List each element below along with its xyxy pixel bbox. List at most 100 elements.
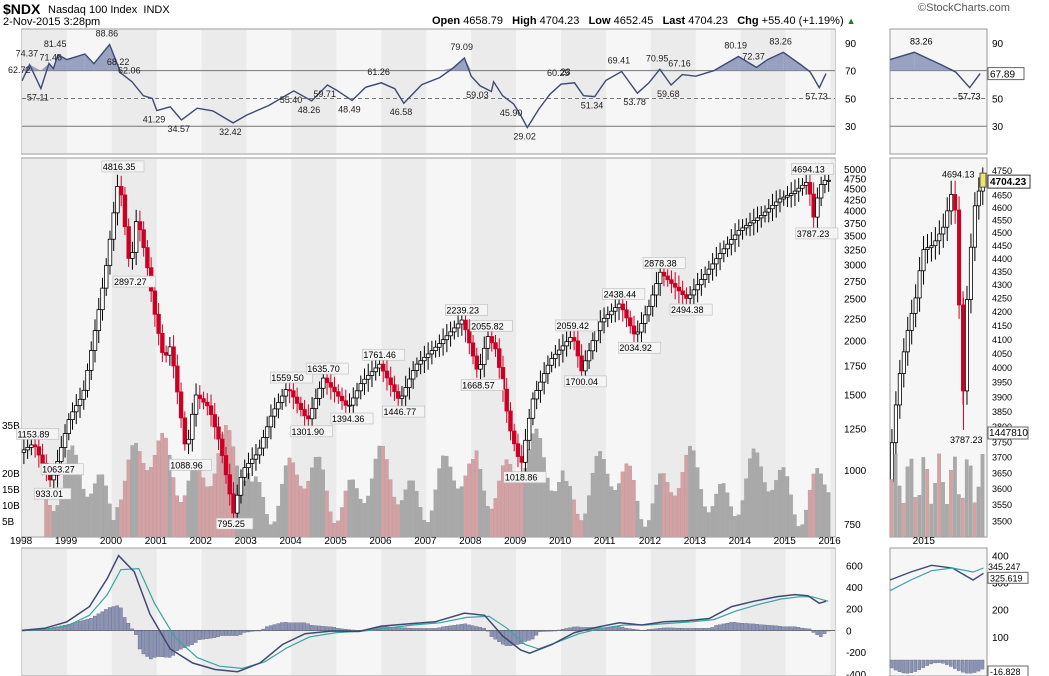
quote-bar: Open 4658.79 High 4704.23 Low 4652.45 La…	[432, 15, 856, 27]
rsi-annotation: 62.06	[118, 66, 141, 76]
candle-body	[51, 474, 57, 481]
price-annotation-box	[555, 319, 598, 332]
zoom-volume-bar	[889, 479, 894, 538]
macd-histogram-bar	[736, 622, 741, 631]
volume-bar	[572, 499, 576, 538]
volume-bar	[688, 445, 692, 538]
zoom-price-tick-label: 4000	[992, 363, 1012, 373]
macd-histogram-bar	[238, 630, 243, 635]
price-annotation: 1446.77	[384, 407, 417, 417]
zoom-macd-histogram-bar	[889, 659, 894, 669]
macd-histogram-bar	[115, 605, 119, 631]
macd-histogram-bar	[63, 624, 67, 631]
macd-panel-year-band	[22, 549, 67, 675]
macd-panel-year-band	[830, 549, 835, 675]
volume-bar	[785, 476, 790, 538]
macd-histogram-bar	[695, 628, 700, 631]
candle-body	[485, 336, 491, 349]
volume-bar	[257, 482, 262, 538]
volume-bar	[804, 509, 808, 538]
price-annotation-box	[445, 304, 488, 316]
candle-body	[283, 389, 289, 397]
volume-bar	[482, 490, 486, 538]
volume-bar	[205, 486, 209, 538]
candle-body	[231, 493, 236, 514]
price-panel-year-band	[381, 159, 427, 536]
zoom-price-tick-label: 3850	[992, 407, 1012, 417]
price-annotation-box	[290, 425, 333, 438]
macd-panel-year-band	[291, 549, 337, 675]
candle-body	[759, 215, 764, 219]
macd-histogram-bar	[669, 627, 673, 631]
rsi-annotation: 60.25	[547, 68, 570, 78]
candle-body	[818, 184, 824, 199]
zoom-candle-body	[893, 404, 898, 444]
volume-bar	[500, 465, 505, 538]
candle-body	[620, 303, 625, 311]
zoom-macd-histogram-bar	[953, 659, 957, 669]
volume-bar	[530, 433, 535, 538]
candle-body	[276, 402, 281, 410]
candle-body	[747, 222, 753, 226]
candle-body	[725, 243, 730, 250]
macd-histogram-bar	[639, 629, 643, 631]
volume-bar	[467, 463, 471, 538]
candle-body	[306, 415, 311, 420]
price-annotation: 1088.96	[170, 460, 203, 470]
candle-body	[62, 433, 68, 448]
volume-bar	[826, 492, 831, 538]
volume-bar	[85, 496, 90, 538]
rsi-annotation: 45.90	[500, 108, 523, 118]
volume-bar	[171, 477, 176, 538]
candle-body	[220, 438, 225, 456]
macd-histogram-bar	[287, 622, 292, 631]
zoom-price-tick-label: 3900	[992, 392, 1012, 402]
rsi-panel-year-band	[561, 30, 606, 153]
macd-histogram-bar	[654, 628, 658, 631]
candle-body	[631, 325, 637, 335]
candle-body	[534, 390, 539, 400]
price-annotation: 1301.90	[291, 427, 324, 437]
zoom-volume-bar	[956, 494, 961, 538]
rsi-overbought-segment	[783, 52, 802, 71]
candle-body	[145, 247, 150, 269]
candle-body	[369, 371, 375, 376]
rsi-tick-label: 70	[845, 67, 857, 78]
volume-bar	[306, 480, 311, 538]
candle-body	[571, 337, 577, 342]
macd-histogram-bar	[201, 630, 206, 640]
volume-bar	[564, 481, 569, 538]
candle-body	[628, 317, 633, 327]
zoom-macd-histogram-bar	[945, 659, 949, 665]
candle-body	[216, 426, 221, 440]
price-tick-label: 4750	[844, 175, 867, 186]
macd-histogram-bar	[478, 627, 483, 631]
rsi-annotation: 48.26	[298, 105, 321, 115]
zoom-macd-histogram-bar	[897, 659, 902, 672]
candle-body	[482, 347, 487, 366]
zoom-macd-histogram-bar	[893, 659, 898, 671]
zoom-macd-line	[889, 564, 984, 581]
volume-bar	[433, 489, 438, 538]
rsi-annotation: 81.45	[44, 39, 67, 49]
candle-body	[104, 265, 109, 289]
volume-bar	[81, 488, 86, 538]
macd-histogram-bar	[295, 622, 299, 631]
candle-body	[178, 391, 184, 419]
volume-bar	[418, 507, 423, 538]
macd-histogram-bar	[134, 630, 138, 635]
candle-body	[186, 438, 191, 445]
volume-bar	[448, 466, 453, 538]
zoom-candle-body	[945, 210, 950, 228]
candle-body	[822, 179, 828, 185]
candle-body	[467, 329, 472, 344]
volume-bar	[358, 498, 363, 538]
volume-bar	[463, 475, 468, 538]
candle-body	[774, 201, 779, 206]
macd-histogram-bar	[388, 626, 393, 631]
volume-bar	[212, 473, 217, 538]
volume-bar	[515, 482, 520, 538]
macd-histogram-bar	[703, 628, 707, 631]
macd-histogram-bar	[781, 626, 786, 631]
